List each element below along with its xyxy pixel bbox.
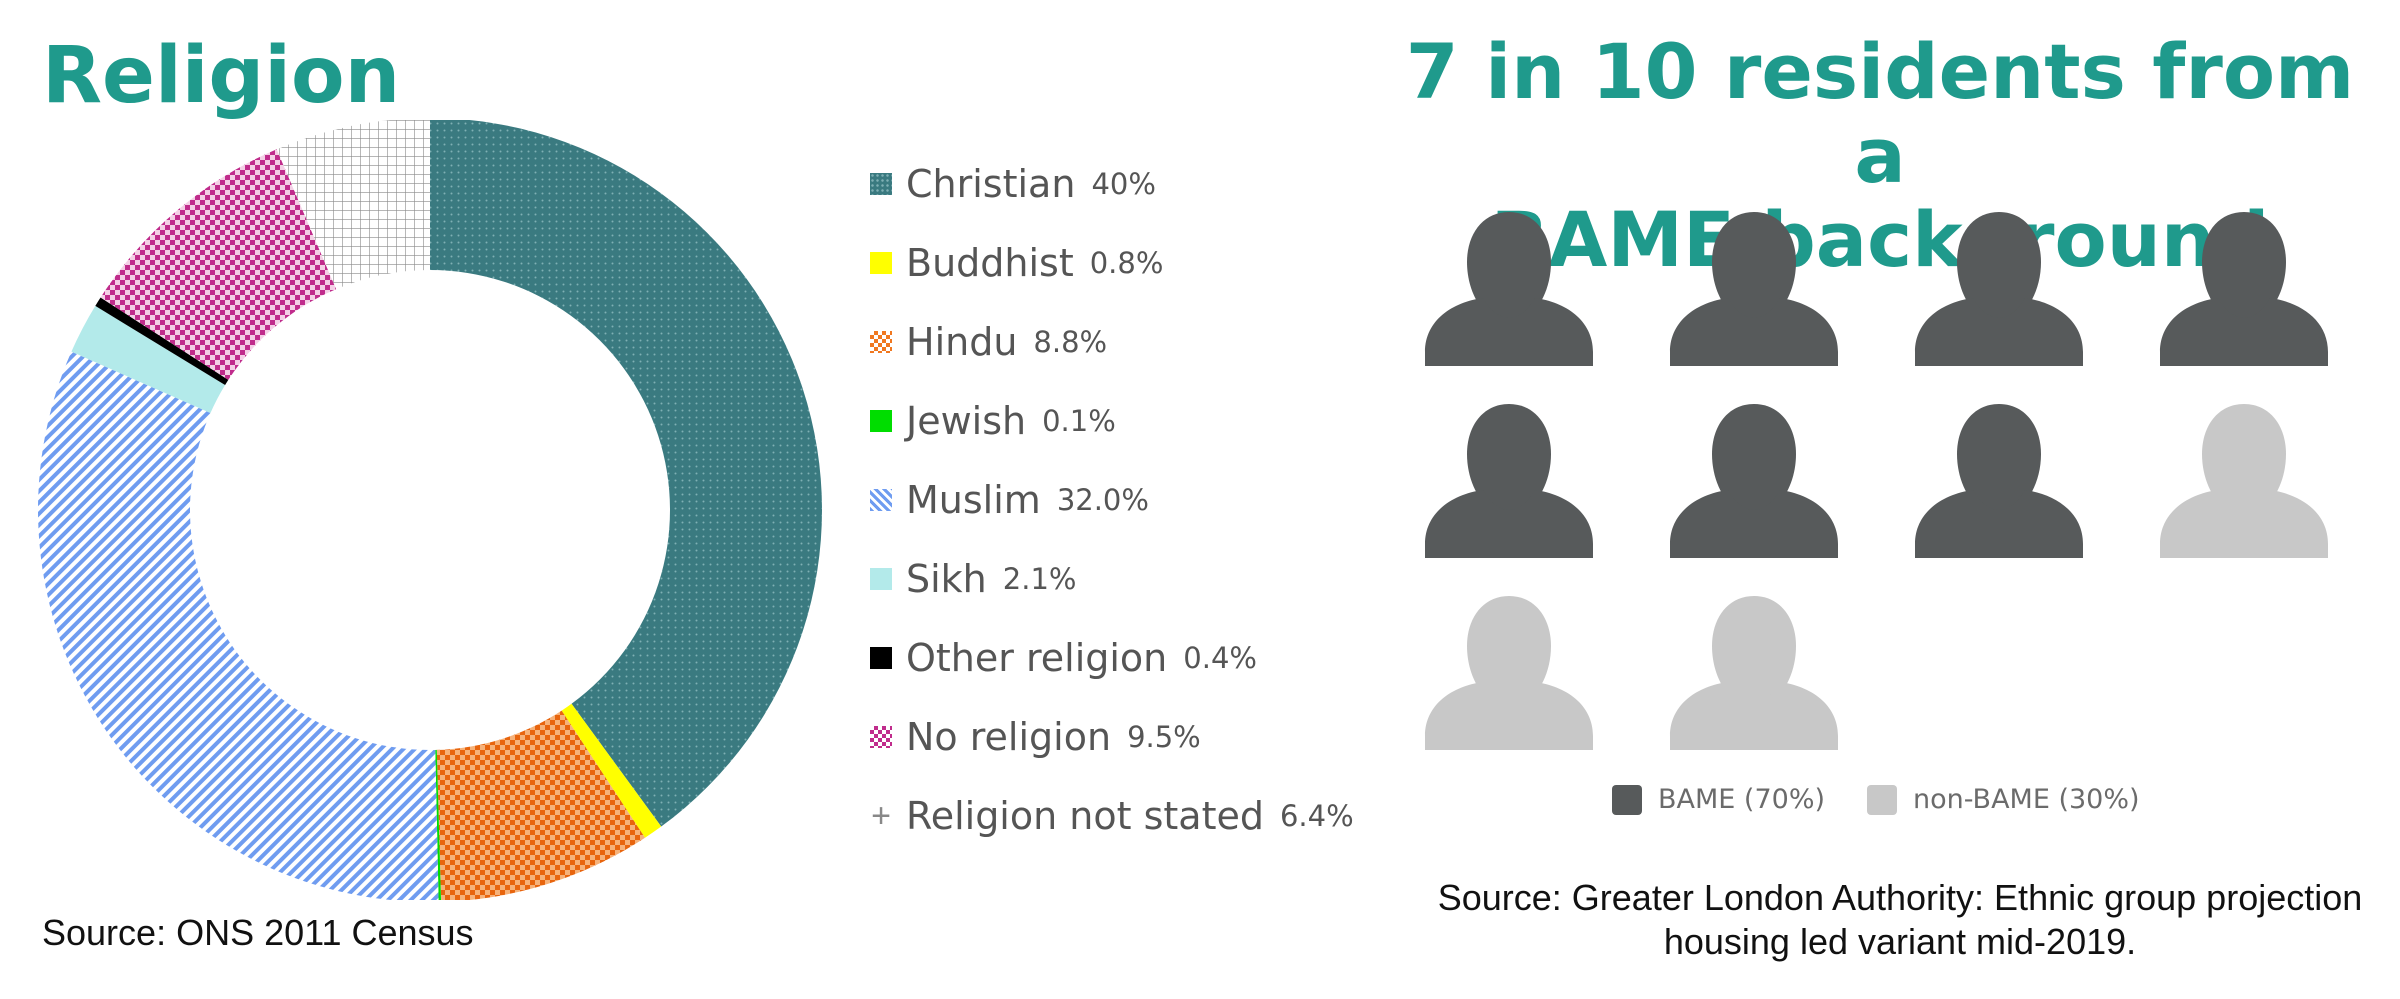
- legend-swatch: [870, 252, 892, 274]
- religion-title: Religion: [42, 31, 401, 121]
- legend-item-christian: Christian 40%: [870, 160, 1156, 208]
- slice-no-religion: [100, 149, 337, 380]
- legend-item-muslim: Muslim 32.0%: [870, 476, 1149, 524]
- person-icon: [1425, 596, 1593, 750]
- bame-source-line-2: housing led variant mid-2019.: [1663, 921, 2137, 962]
- legend-value: 6.4%: [1279, 799, 1354, 833]
- legend-swatch: +: [871, 797, 891, 835]
- person-icon: [1425, 212, 1593, 366]
- slice-muslim: [38, 351, 439, 900]
- legend-value: 0.8%: [1089, 246, 1164, 280]
- legend-item-no-religion: No religion 9.5%: [870, 713, 1201, 761]
- person-icon: [1915, 404, 2083, 558]
- bame-pictogram: [1425, 212, 2328, 750]
- legend-label: Hindu: [906, 320, 1018, 364]
- legend-value: 2.1%: [1002, 562, 1077, 596]
- religion-donut-chart: [38, 120, 822, 900]
- legend-value: 0.4%: [1183, 641, 1257, 675]
- legend-swatch: [1612, 784, 1642, 815]
- legend-swatch: [870, 331, 892, 353]
- person-icon: [1670, 596, 1838, 750]
- legend-item-sikh: Sikh 2.1%: [870, 555, 1076, 603]
- bame-title-line-1: 7 in 10 residents from a: [1405, 27, 2355, 200]
- legend-value: 8.8%: [1033, 325, 1108, 359]
- religion-source: Source: ONS 2011 Census: [42, 912, 474, 953]
- legend-label: Sikh: [906, 557, 987, 601]
- person-icon: [2160, 404, 2328, 558]
- legend-swatch: [870, 173, 892, 195]
- bame-title-line-2: BAME background: [1490, 195, 2270, 284]
- bame-title: 7 in 10 residents from a BAME background: [1400, 30, 2360, 282]
- legend-label: Muslim: [906, 478, 1041, 522]
- person-icon: [1670, 404, 1838, 558]
- legend-item-buddhist: Buddhist 0.8%: [870, 239, 1163, 287]
- legend-label: BAME (70%): [1658, 784, 1826, 815]
- legend-label: Buddhist: [906, 241, 1074, 285]
- legend-label: No religion: [906, 715, 1112, 759]
- legend-swatch: [870, 726, 892, 748]
- legend-value: 32.0%: [1056, 483, 1149, 517]
- slice-other-religion: [95, 297, 229, 386]
- legend-swatch: [870, 410, 892, 432]
- legend-swatch: [1867, 784, 1898, 815]
- legend-value: 40%: [1091, 167, 1156, 201]
- person-icon: [1425, 404, 1593, 558]
- bame-legend: BAME (70%) non-BAME (30%): [1612, 784, 2182, 815]
- legend-value: 9.5%: [1127, 720, 1201, 754]
- bame-source: Source: Greater London Authority: Ethnic…: [1420, 876, 2380, 964]
- legend-swatch: [870, 489, 892, 511]
- bame-legend-item-non-bame: non-BAME (30%): [1867, 784, 2140, 815]
- legend-label: Religion not stated: [906, 794, 1264, 838]
- legend-label: Other religion: [906, 636, 1168, 680]
- slice-hindu: [436, 710, 646, 900]
- legend-label: Christian: [906, 162, 1076, 206]
- legend-item-other-religion: Other religion 0.4%: [870, 634, 1257, 682]
- legend-swatch: [870, 568, 892, 590]
- legend-item-religion-not-stated: + Religion not stated 6.4%: [870, 792, 1354, 840]
- legend-label: non-BAME (30%): [1913, 784, 2140, 815]
- slice-sikh: [71, 305, 226, 414]
- person-icon: [2160, 212, 2328, 366]
- legend-value: 0.1%: [1042, 404, 1116, 438]
- legend-swatch: [870, 647, 892, 669]
- person-icon: [1915, 212, 2083, 366]
- person-icon: [1670, 212, 1838, 366]
- slice-christian: [430, 120, 822, 827]
- legend-label: Jewish: [906, 399, 1027, 443]
- bame-legend-item-bame: BAME (70%): [1612, 784, 1825, 815]
- slice-religion-not-stated: [276, 120, 430, 290]
- slice-buddhist: [561, 703, 662, 838]
- legend-item-hindu: Hindu 8.8%: [870, 318, 1107, 366]
- bame-source-line-1: Source: Greater London Authority: Ethnic…: [1437, 877, 2363, 918]
- slice-jewish: [435, 749, 442, 900]
- legend-item-jewish: Jewish 0.1%: [870, 397, 1116, 445]
